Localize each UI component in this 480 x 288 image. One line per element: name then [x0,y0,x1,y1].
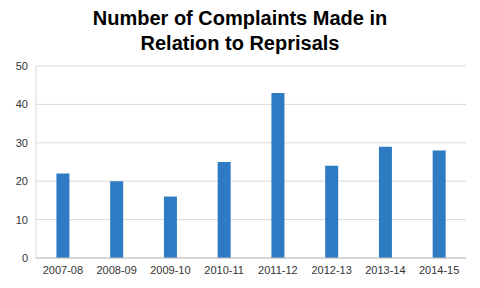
svg-text:30: 30 [16,137,28,149]
svg-text:50: 50 [16,60,28,72]
svg-text:2013-14: 2013-14 [365,264,405,276]
svg-text:40: 40 [16,98,28,110]
svg-text:20: 20 [16,175,28,187]
html-text:Number of Complaints Made in R: Number of Complaints Made in Relation to… [92,7,388,54]
svg-text:2014-15: 2014-15 [419,264,459,276]
svg-text:0: 0 [22,252,28,264]
svg-text:2008-09: 2008-09 [96,264,136,276]
svg-text:2010-11: 2010-11 [204,264,244,276]
svg-text:2011-12: 2011-12 [258,264,298,276]
svg-text:2012-13: 2012-13 [311,264,351,276]
svg-text:2009-10: 2009-10 [150,264,190,276]
svg-text:2007-08: 2007-08 [43,264,83,276]
svg-text:10: 10 [16,214,28,226]
